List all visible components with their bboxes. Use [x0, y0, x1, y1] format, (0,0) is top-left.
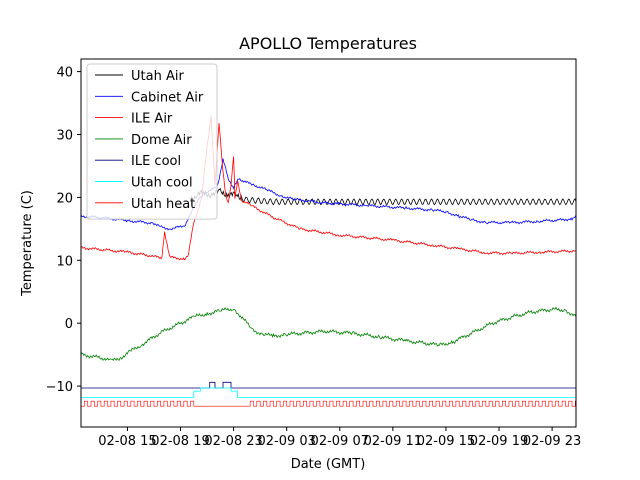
x-tick-label: 02-09 03 [257, 434, 315, 449]
x-tick-label: 02-08 23 [204, 434, 262, 449]
plot-frame [80, 58, 577, 428]
x-tick-label: 02-09 19 [470, 434, 528, 449]
series-line-utah-air [189, 187, 576, 206]
series-line-cabinet-air [81, 158, 576, 231]
y-axis-label: Temperature (C) [20, 190, 35, 297]
x-tick-label: 02-08 15 [98, 434, 156, 449]
series-line-dome-air [81, 306, 576, 362]
plot-area [81, 115, 576, 407]
x-axis-label: Date (GMT) [291, 457, 366, 472]
x-tick-label: 02-09 11 [364, 434, 422, 449]
series-line-utah-heat [81, 400, 576, 407]
series-line-ile-air [81, 115, 576, 261]
y-axis: −10 0 10 20 30 40 [46, 66, 81, 395]
legend-label-ile-air: ILE Air [131, 112, 173, 127]
x-tick-label: 02-08 19 [151, 434, 209, 449]
y-tick-label: 30 [56, 128, 73, 143]
y-tick-label: −10 [46, 380, 73, 395]
legend-label-utah-air: Utah Air [131, 69, 184, 84]
y-tick-label: 40 [56, 66, 73, 81]
series-line-utah-cool [81, 387, 576, 398]
y-tick-label: 20 [56, 191, 73, 206]
x-tick-label: 02-09 07 [311, 434, 369, 449]
legend-label-dome-air: Dome Air [131, 133, 192, 148]
y-tick-label: 10 [56, 254, 73, 269]
legend-label-utah-heat: Utah heat [131, 197, 195, 212]
y-tick-label: 0 [65, 317, 73, 332]
chart-title: APOLLO Temperatures [239, 34, 417, 53]
legend-label-utah-cool: Utah cool [131, 176, 193, 191]
legend-label-cabinet-air: Cabinet Air [131, 90, 204, 105]
x-tick-label: 02-09 23 [523, 434, 581, 449]
x-tick-label: 02-09 15 [417, 434, 475, 449]
legend: Utah Air Cabinet Air ILE Air Dome Air ILE co… [86, 63, 218, 220]
legend-box [86, 63, 218, 220]
legend-label-ile-cool: ILE cool [131, 154, 181, 169]
